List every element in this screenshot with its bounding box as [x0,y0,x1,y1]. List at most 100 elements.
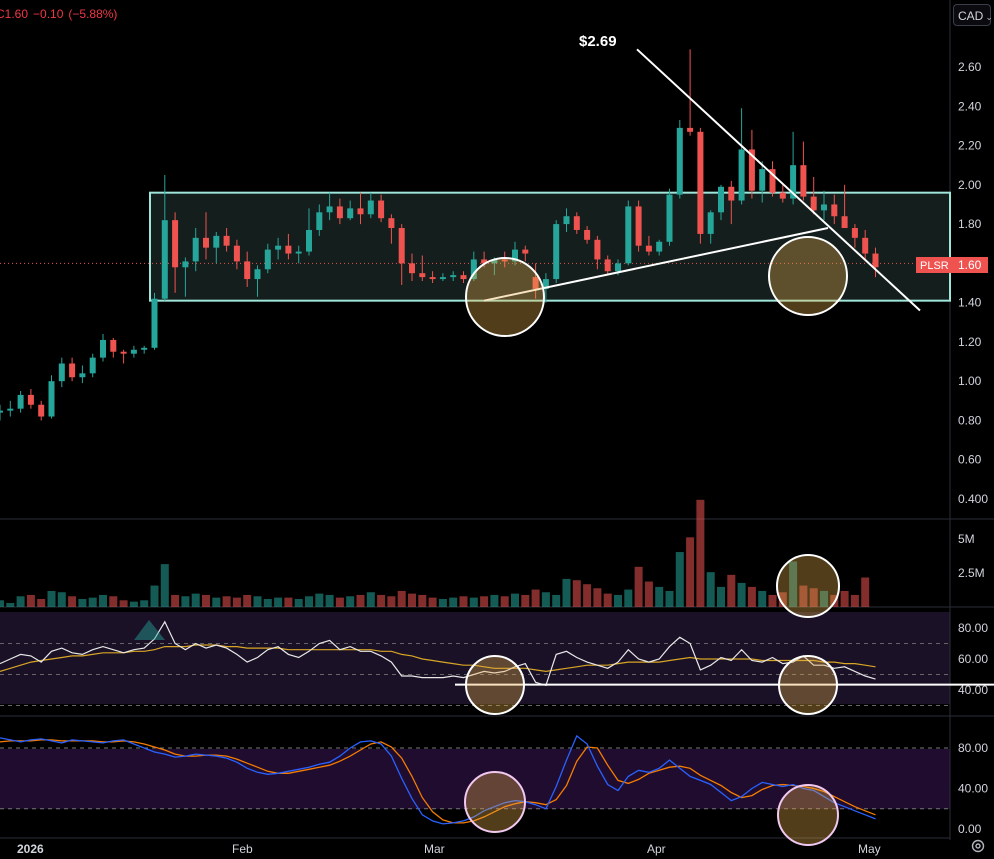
candle-body [141,347,148,350]
rsi-pane-bg [0,612,950,704]
candle-body [687,127,694,132]
candle-body [481,259,488,264]
rsi-tick-label: 60.00 [958,652,988,666]
candle-body [645,245,652,252]
rsi-tick-label: 80.00 [958,621,988,635]
candle-body [419,273,426,278]
highlight-circle [465,257,545,337]
candle-body [172,220,179,268]
candle-body [831,204,838,217]
volume-bar [490,594,499,607]
volume-bar [459,596,468,607]
volume-bar [150,585,159,607]
candle-body [203,237,209,248]
volume-bar [0,600,4,607]
volume-bar [469,597,478,607]
volume-bar [840,590,849,607]
volume-bar [789,561,798,607]
volume-bar [778,592,787,607]
candle-body [862,237,869,254]
candle-body [223,235,230,246]
volume-bar [655,586,664,607]
volume-bar [16,596,25,607]
peak-price-annotation: $2.69 [579,33,617,50]
volume-bar [387,596,396,607]
volume-bar [202,594,210,607]
volume-bar [191,593,200,607]
candle-body [707,212,714,234]
volume-bar [850,594,859,607]
volume-bar [99,594,107,607]
candle-body [130,349,137,354]
candle-body [367,200,374,215]
candle-body [69,363,76,378]
volume-bar [624,589,633,607]
price-change: −0.10 [33,7,64,21]
candle-body [625,206,632,264]
volume-tick-label: 2.5M [958,566,985,580]
price-tick-label: 0.400 [958,492,988,506]
candle-body [810,196,817,211]
volume-bar [397,590,406,607]
currency-label: CAD [958,9,984,23]
volume-bar [562,578,571,607]
volume-bar [88,597,97,607]
price-tick-label: 0.60 [958,453,982,467]
time-axis-label: May [858,842,881,856]
volume-bar [181,596,190,607]
volume-bar [572,580,581,607]
volume-bar [57,592,66,607]
volume-bar [366,592,375,607]
candle-body [182,261,189,268]
price-tick-label: 2.40 [958,99,982,113]
volume-bar [696,499,705,607]
volume-bar [109,596,118,607]
volume-bar [552,594,561,607]
volume-bar [686,537,695,607]
volume-bar [480,596,489,607]
candle-body [58,363,65,382]
volume-bar [335,597,344,607]
price-tick-label: 0.80 [958,413,982,427]
volume-bar [37,598,46,607]
candle-body [100,339,106,358]
volume-bar [593,588,602,607]
time-axis-label: Mar [424,842,445,856]
candle-body [429,277,436,280]
volume-bar [717,586,725,607]
volume-bar [78,598,87,607]
stoch-k-line [0,734,876,825]
volume-bar [583,584,592,607]
candle-body [264,249,271,270]
volume-bar [747,586,756,607]
candle-body [213,235,220,248]
last-price: C1.60 [0,7,29,21]
volume-bar [449,597,458,607]
candle-body [357,208,364,215]
volume-bar [665,590,674,607]
candle-body [656,241,663,252]
candle-body [0,410,3,413]
last-price-label: 1.60 [958,258,982,272]
volume-bar [799,585,808,607]
highlight-circle [776,554,840,618]
price-tick-label: 1.40 [958,296,982,310]
candle-body [542,279,549,289]
candle-body [697,131,704,234]
candle-body [151,298,158,348]
volume-bar [356,594,365,607]
volume-bar [500,596,509,607]
gear-icon[interactable] [970,838,986,854]
time-axis-label: Feb [232,842,253,856]
candle-body [120,351,127,354]
candle-body [512,249,518,262]
candle-body [522,249,529,254]
volume-bar [119,600,128,607]
candle-body [450,275,457,278]
volume-bar [511,593,519,607]
currency-button[interactable]: CAD ⌄ [953,4,993,26]
chevron-down-icon: ⌄ [985,12,993,22]
volume-bar [706,572,715,607]
price-tick-label: 2.00 [958,178,982,192]
